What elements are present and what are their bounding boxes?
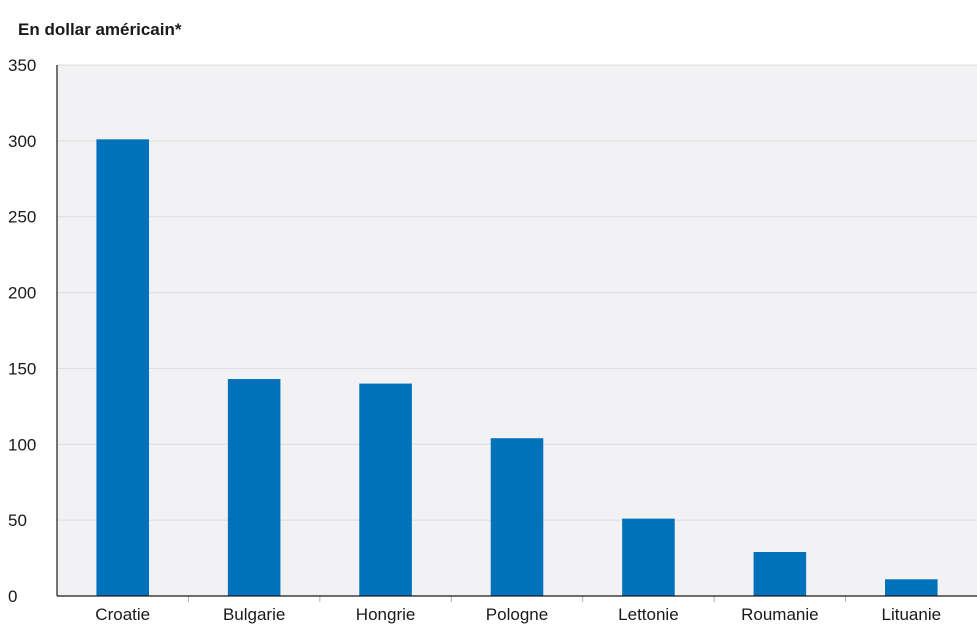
bar-lituanie [885, 579, 938, 596]
bar-lettonie [622, 518, 675, 596]
bar-pologne [490, 438, 544, 596]
bar-bulgarie [227, 379, 281, 596]
y-tick-label: 200 [8, 284, 36, 303]
y-tick-label: 50 [8, 511, 27, 530]
x-tick-label: Lituanie [882, 605, 942, 624]
y-tick-label: 100 [8, 435, 36, 454]
x-tick-label: Hongrie [356, 605, 416, 624]
x-tick-label: Pologne [486, 605, 548, 624]
x-tick-label: Lettonie [618, 605, 679, 624]
bar-roumanie [753, 552, 807, 596]
y-tick-label: 300 [8, 132, 36, 151]
unit-label: En dollar américain* [18, 20, 182, 39]
x-tick-label: Croatie [95, 605, 150, 624]
x-tick-label: Roumanie [741, 605, 819, 624]
bar-hongrie [359, 383, 412, 596]
y-tick-label: 350 [8, 56, 36, 75]
y-tick-label: 0 [8, 587, 17, 606]
y-tick-label: 250 [8, 208, 36, 227]
x-tick-label: Bulgarie [223, 605, 285, 624]
bar-croatie [96, 139, 149, 596]
y-tick-label: 150 [8, 359, 36, 378]
plot-area: 0 50 100 150 200 250 300 350 Croatie Bulgarie Hong… [8, 56, 977, 624]
